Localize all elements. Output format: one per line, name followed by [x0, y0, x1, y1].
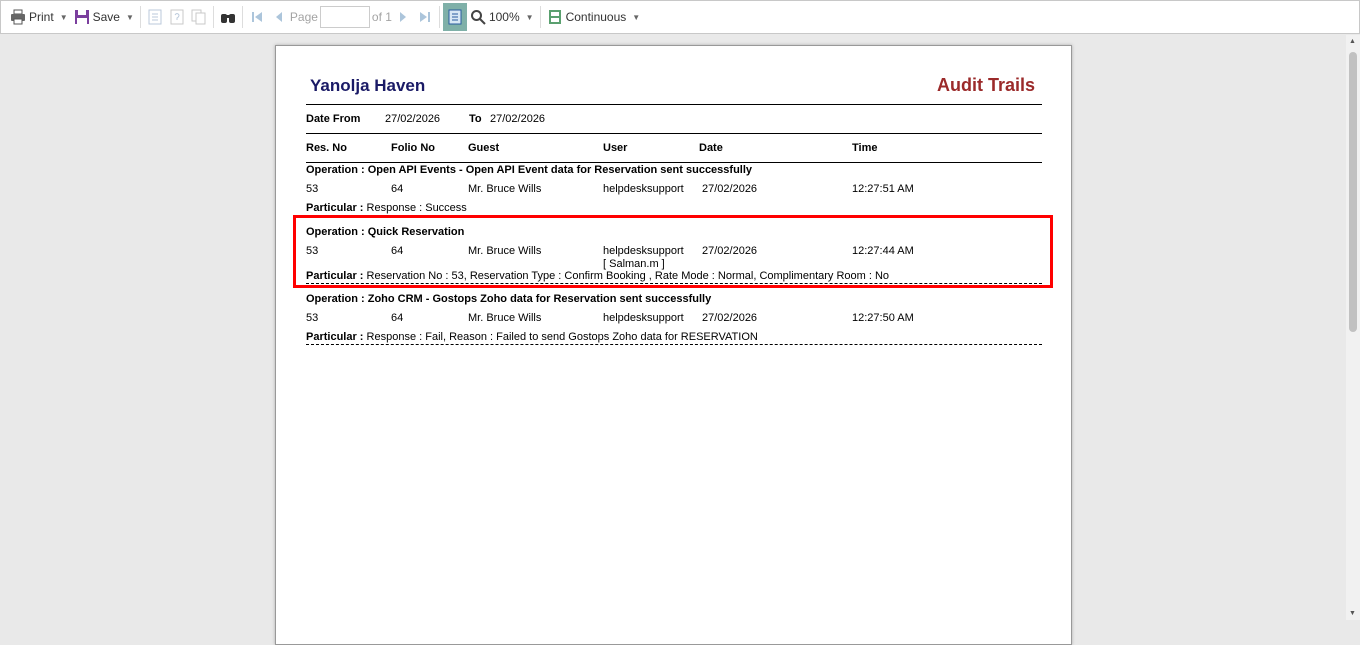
operation-title: Operation : Quick Reservation — [306, 226, 465, 238]
particular-line: Particular : Response : Fail, Reason : F… — [306, 331, 758, 344]
cell-folio-no: 64 — [391, 183, 404, 195]
chevron-down-icon: ▼ — [125, 12, 134, 22]
particular-text: Reservation No : 53, Reservation Type : … — [363, 270, 890, 282]
last-page-button[interactable] — [414, 4, 436, 30]
parameters-button[interactable] — [166, 4, 188, 30]
particular-line: Particular : Response : Success — [306, 202, 467, 215]
cell-res-no: 53 — [306, 183, 319, 195]
help-document-icon — [169, 9, 185, 25]
date-to-label: To — [469, 113, 482, 125]
cell-date: 27/02/2026 — [702, 245, 758, 257]
chevron-down-icon: ▼ — [525, 12, 534, 22]
cell-user: helpdesksupport — [603, 245, 684, 257]
next-icon — [395, 9, 411, 25]
date-from-label: Date From — [306, 113, 361, 125]
scroll-up-icon[interactable]: ▲ — [1349, 38, 1356, 45]
save-label: Save — [92, 10, 120, 24]
view-mode-dropdown[interactable]: Continuous ▼ — [544, 4, 644, 30]
particular-text: Response : Success — [363, 202, 467, 214]
document-map-button[interactable] — [144, 4, 166, 30]
entry-divider — [306, 283, 1042, 284]
continuous-view-icon — [547, 9, 563, 25]
cell-time: 12:27:50 AM — [852, 312, 914, 324]
column-header: Time — [852, 142, 878, 154]
page-label: Page — [289, 10, 318, 24]
binoculars-icon — [220, 9, 236, 25]
column-header: Date — [699, 142, 723, 154]
cell-time: 12:27:44 AM — [852, 245, 914, 257]
previous-icon — [271, 9, 287, 25]
chevron-down-icon: ▼ — [632, 12, 641, 22]
particular-line: Particular : Reservation No : 53, Reserv… — [306, 270, 889, 283]
column-header: Folio No — [391, 142, 435, 154]
cell-user: helpdesksupport — [603, 183, 684, 195]
cell-date: 27/02/2026 — [702, 183, 758, 195]
scroll-down-icon[interactable]: ▼ — [1349, 610, 1356, 617]
copy-button[interactable] — [188, 4, 210, 30]
cell-guest: Mr. Bruce Wills — [468, 245, 542, 257]
report-viewer: Yanolja Haven Audit Trails Date From 27/… — [0, 35, 1346, 645]
printer-icon — [10, 9, 26, 25]
highlight-box — [293, 215, 1053, 288]
page-count: of 1 — [371, 10, 392, 24]
report-page: Yanolja Haven Audit Trails Date From 27/… — [275, 45, 1072, 645]
cell-guest: Mr. Bruce Wills — [468, 312, 542, 324]
page-view-icon — [447, 9, 463, 25]
scrollbar-thumb[interactable] — [1349, 52, 1357, 332]
view-mode-value: Continuous — [565, 10, 627, 24]
print-label: Print — [29, 10, 54, 24]
cell-user-secondary: [ Salman.m ] — [603, 258, 665, 270]
report-title: Audit Trails — [936, 75, 1035, 95]
cell-time: 12:27:51 AM — [852, 183, 914, 195]
operation-title: Operation : Zoho CRM - Gostops Zoho data… — [306, 293, 712, 305]
copy-icon — [191, 9, 207, 25]
particular-label: Particular : — [306, 202, 364, 214]
cell-res-no: 53 — [306, 245, 319, 257]
column-header: Res. No — [306, 142, 347, 154]
cell-folio-no: 64 — [391, 245, 404, 257]
column-header: User — [603, 142, 628, 154]
cell-res-no: 53 — [306, 312, 319, 324]
entry-divider — [306, 344, 1042, 345]
cell-folio-no: 64 — [391, 312, 404, 324]
operation-title: Operation : Open API Events - Open API E… — [306, 164, 753, 176]
last-page-icon — [417, 9, 433, 25]
page-number-input[interactable] — [319, 6, 370, 28]
chevron-down-icon: ▼ — [59, 12, 68, 22]
previous-page-button[interactable] — [268, 4, 290, 30]
save-button[interactable]: Save ▼ — [71, 4, 137, 30]
report-toolbar: Print ▼ Save ▼ Page of 1 100% ▼ Continuous ▼ — [0, 0, 1360, 34]
next-page-button[interactable] — [392, 4, 414, 30]
document-list-icon — [147, 9, 163, 25]
magnifier-icon — [470, 9, 486, 25]
print-button[interactable]: Print ▼ — [7, 4, 71, 30]
hotel-name: Yanolja Haven — [310, 76, 426, 95]
cell-guest: Mr. Bruce Wills — [468, 183, 542, 195]
particular-label: Particular : — [306, 331, 364, 343]
vertical-scrollbar[interactable]: ▲ ▼ — [1346, 35, 1360, 620]
zoom-dropdown[interactable]: 100% ▼ — [467, 4, 537, 30]
column-header: Guest — [468, 142, 500, 154]
cell-date: 27/02/2026 — [702, 312, 758, 324]
date-to-value: 27/02/2026 — [490, 113, 546, 125]
cell-user: helpdesksupport — [603, 312, 684, 324]
save-icon — [74, 9, 90, 25]
particular-label: Particular : — [306, 270, 364, 282]
particular-text: Response : Fail, Reason : Failed to send… — [363, 331, 758, 343]
page-view-button[interactable] — [442, 3, 467, 31]
date-from-value: 27/02/2026 — [385, 113, 441, 125]
find-button[interactable] — [217, 4, 239, 30]
first-page-icon — [249, 9, 265, 25]
zoom-value: 100% — [488, 10, 520, 24]
first-page-button[interactable] — [246, 4, 268, 30]
